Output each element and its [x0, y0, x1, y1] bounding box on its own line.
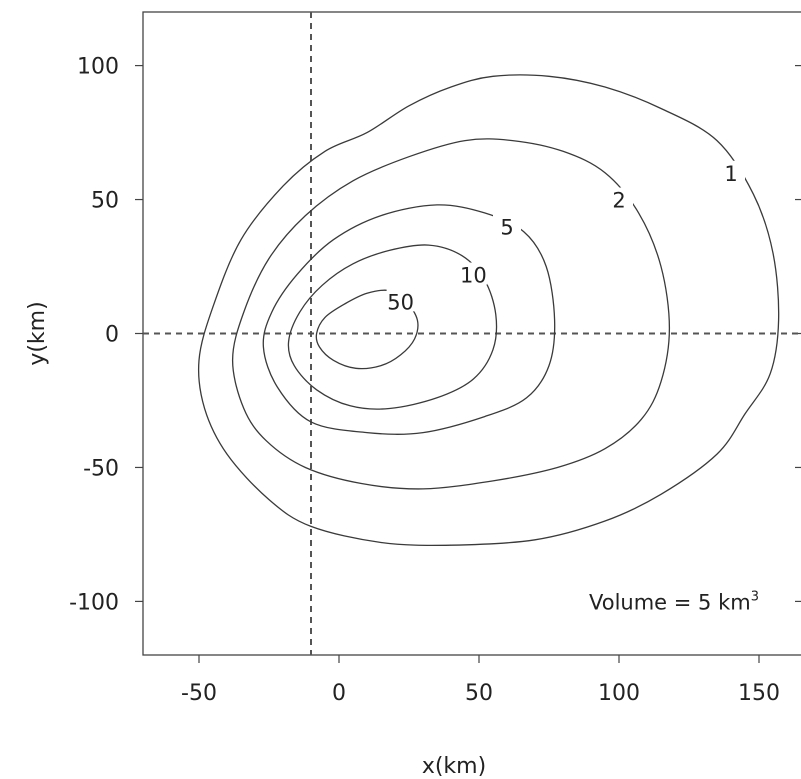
contour-label-2: 2: [612, 189, 625, 213]
contour-label-bg: [605, 187, 633, 210]
volume-annotation: Volume = 5 km3: [589, 589, 759, 614]
y-tick-label: 50: [91, 189, 119, 214]
annotation-superscript: 3: [751, 589, 759, 604]
contour-level-2: [231, 138, 671, 490]
contour-label-50: 50: [387, 290, 414, 314]
contour-level-5: [262, 204, 556, 435]
x-tick-label: 150: [738, 681, 780, 706]
contour-label-1: 1: [724, 162, 737, 186]
x-axis-title: x(km): [422, 754, 486, 779]
contour-level-10: [287, 244, 498, 410]
plot-frame: [142, 11, 801, 656]
contour-labels: 1 2 5 10 50: [386, 160, 745, 314]
x-tick-label: 50: [465, 681, 493, 706]
x-tick-label: 0: [332, 681, 346, 706]
x-tick-label: -50: [181, 681, 217, 706]
contour-label-bg: [717, 160, 745, 183]
contour-level-1: [197, 74, 780, 547]
x-tick-label: 100: [598, 681, 640, 706]
y-tick-label: -100: [69, 590, 119, 615]
contour-lines: [197, 74, 780, 547]
contour-label-bg: [386, 289, 415, 312]
contour-label-10: 10: [460, 264, 487, 288]
y-tick-label: 100: [77, 55, 119, 80]
y-axis-title: y(km): [25, 301, 50, 365]
reference-lines: [143, 12, 801, 655]
annotation-text: Volume = 5 km: [589, 590, 751, 614]
y-tick-label: 0: [105, 323, 119, 348]
contour-label-5: 5: [500, 215, 513, 239]
y-tick-label: -50: [83, 456, 119, 481]
contour-label-bg: [459, 262, 488, 285]
contour-label-bg: [493, 214, 521, 237]
contour-level-50: [315, 289, 419, 370]
